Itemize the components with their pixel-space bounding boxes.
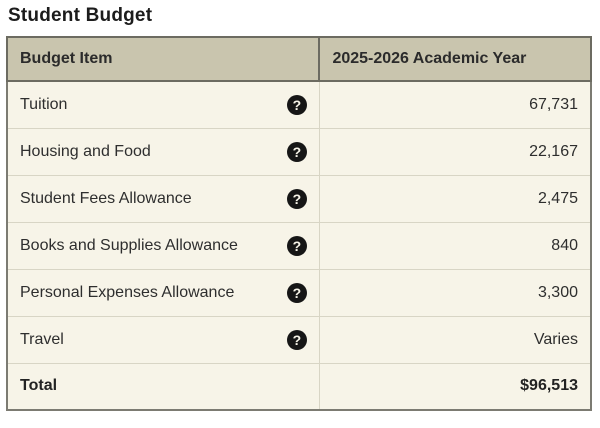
table-row: Travel ? Varies (6, 315, 592, 364)
budget-item-value: 2,475 (318, 174, 592, 223)
budget-item-label: Travel (20, 330, 64, 348)
table-row: Student Fees Allowance ? 2,475 (6, 174, 592, 223)
budget-item-value: 22,167 (318, 127, 592, 176)
help-icon[interactable]: ? (286, 235, 307, 256)
help-icon[interactable]: ? (286, 329, 307, 350)
help-icon[interactable]: ? (286, 94, 307, 115)
total-row: Total $96,513 (6, 362, 592, 411)
table-row: Tuition ? 67,731 (6, 80, 592, 129)
budget-item-label: Personal Expenses Allowance (20, 283, 235, 301)
budget-item-value: Varies (318, 315, 592, 364)
total-label: Total (6, 362, 320, 411)
table-row: Personal Expenses Allowance ? 3,300 (6, 268, 592, 317)
budget-item-label: Tuition (20, 95, 68, 113)
budget-item-value: 67,731 (318, 80, 592, 129)
budget-item-value: 840 (318, 221, 592, 270)
budget-item-value: 3,300 (318, 268, 592, 317)
column-header-academic-year: 2025-2026 Academic Year (318, 36, 592, 82)
budget-item-label: Student Fees Allowance (20, 189, 192, 207)
budget-table: Budget Item 2025-2026 Academic Year Tuit… (5, 36, 592, 411)
help-icon[interactable]: ? (286, 282, 307, 303)
help-icon[interactable]: ? (286, 141, 307, 162)
column-header-budget-item: Budget Item (5, 36, 321, 82)
header-row: Budget Item 2025-2026 Academic Year (5, 36, 592, 82)
help-icon[interactable]: ? (286, 188, 307, 209)
budget-item-label: Housing and Food (20, 142, 151, 160)
page-title: Student Budget (8, 5, 153, 26)
total-value: $96,513 (318, 362, 592, 411)
budget-item-label: Books and Supplies Allowance (20, 236, 238, 254)
page: Student Budget Budget Item 2025-2026 Aca… (5, 5, 592, 411)
table-row: Books and Supplies Allowance ? 840 (6, 221, 592, 270)
table-row: Housing and Food ? 22,167 (6, 127, 592, 176)
